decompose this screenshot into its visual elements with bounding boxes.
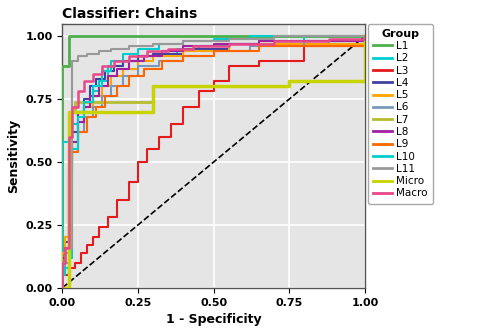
Text: Classifier: Chains: Classifier: Chains bbox=[62, 7, 198, 21]
Legend: L1, L2, L3, L4, L5, L6, L7, L8, L9, L10, L11, Micro, Macro: L1, L2, L3, L4, L5, L6, L7, L8, L9, L10,… bbox=[368, 24, 433, 204]
X-axis label: 1 - Specificity: 1 - Specificity bbox=[166, 313, 262, 326]
Y-axis label: Sensitivity: Sensitivity bbox=[7, 119, 20, 193]
